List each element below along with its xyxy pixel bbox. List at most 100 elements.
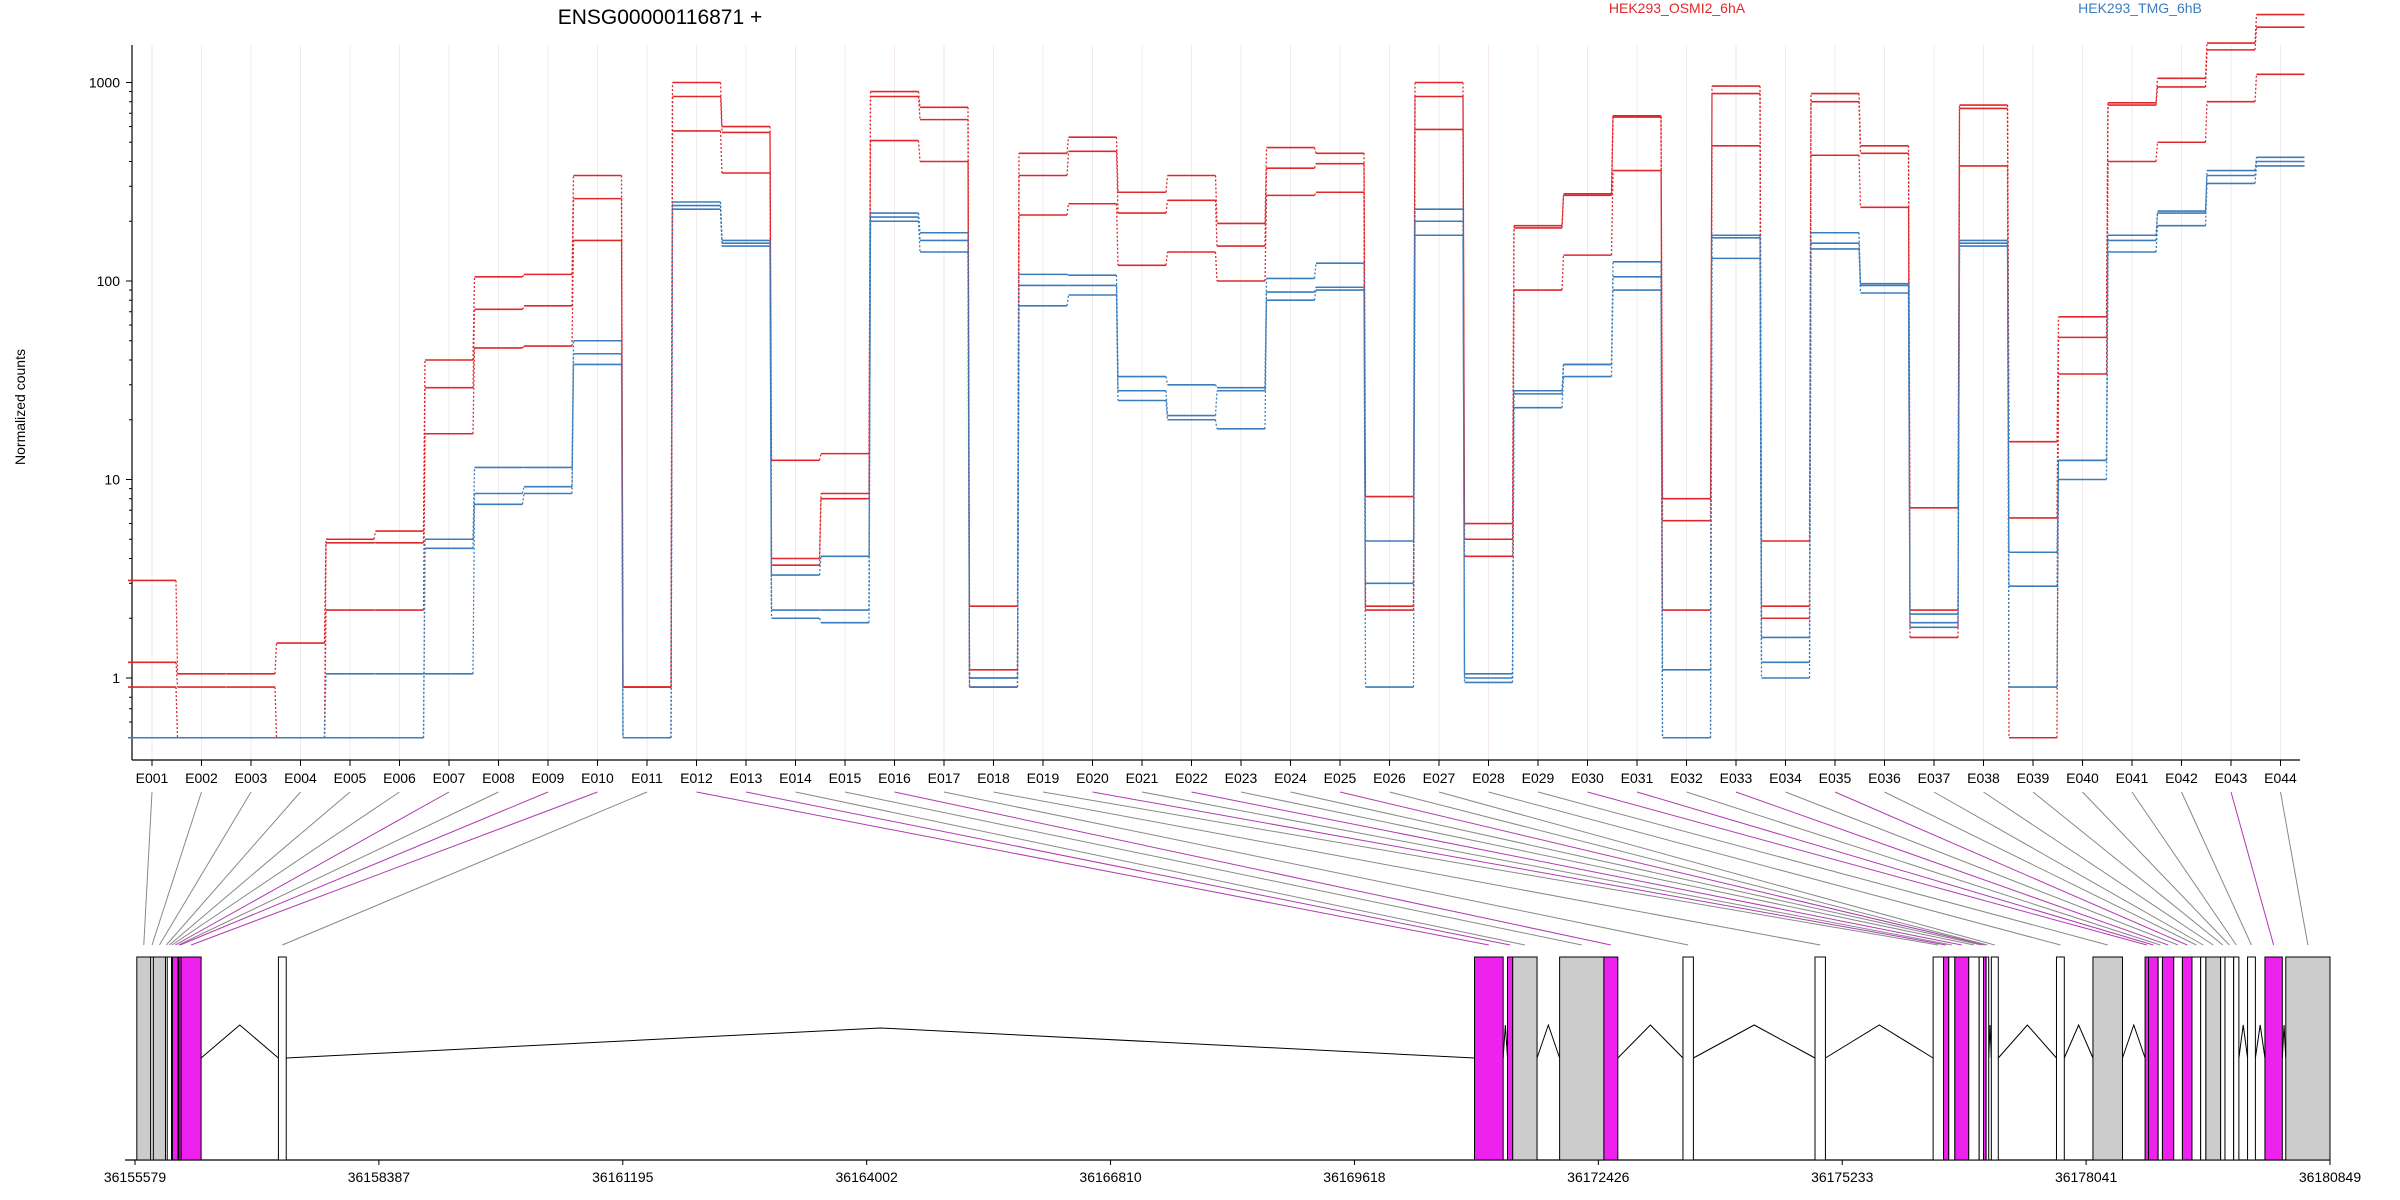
legend-label-tmg: HEK293_TMG_6hB — [2078, 0, 2202, 16]
data-connector — [2254, 165, 2258, 184]
data-connector — [719, 130, 723, 174]
exon-connector — [179, 791, 549, 946]
data-connector — [2105, 251, 2109, 480]
exon-connector — [1735, 791, 2169, 946]
data-connector — [1264, 168, 1268, 247]
data-connector — [1561, 364, 1565, 394]
exon-box-E023 — [1968, 956, 1980, 1161]
data-connector — [1214, 251, 1218, 282]
data-connector — [818, 493, 822, 559]
x-tick-label: E001 — [136, 770, 169, 786]
data-connector — [1214, 384, 1218, 389]
data-connector — [917, 216, 921, 241]
exon-connector — [1042, 791, 1939, 946]
x-tick-label: E009 — [532, 770, 565, 786]
data-connector — [1313, 263, 1317, 279]
data-connector — [1313, 287, 1317, 293]
data-connector — [472, 347, 476, 434]
data-connector — [1660, 290, 1664, 738]
data-connector — [2155, 212, 2159, 241]
x-tick-label: E030 — [1571, 770, 1604, 786]
data-connector — [769, 243, 773, 611]
y-tick-label: 10 — [104, 472, 120, 488]
exon-connector — [1191, 791, 1962, 946]
exon-connector — [1834, 791, 2188, 946]
data-connector — [422, 548, 426, 738]
intron-line — [1693, 1024, 1816, 1059]
exon-box-E005 — [166, 956, 173, 1161]
data-connector — [1165, 251, 1169, 266]
data-connector — [521, 345, 525, 349]
data-connector — [2056, 460, 2060, 553]
exon-connector — [1141, 791, 1952, 946]
exon-box-E007 — [171, 956, 179, 1161]
x-tick-label: E004 — [284, 770, 317, 786]
data-connector — [323, 539, 327, 644]
intron-line — [2281, 1024, 2287, 1059]
data-connector — [1313, 191, 1317, 196]
x-tick-label: E011 — [631, 770, 663, 786]
exon-connector — [696, 791, 1489, 946]
intron-line — [1825, 1024, 1934, 1059]
x-tick-label: E020 — [1076, 770, 1109, 786]
data-connector — [1709, 93, 1713, 521]
exon-box-E018 — [1814, 956, 1826, 1161]
exon-connector — [1537, 791, 2108, 946]
exon-box-E020 — [1943, 956, 1950, 1161]
intron-line — [2063, 1023, 2094, 1059]
data-connector — [571, 364, 575, 494]
exon-connector — [1389, 791, 1988, 946]
data-connector — [1858, 101, 1862, 154]
exon-box-E001 — [136, 956, 152, 1161]
data-connector — [670, 209, 674, 738]
exon-box-E029 — [2092, 956, 2123, 1161]
data-connector — [1511, 407, 1515, 683]
data-connector — [1214, 175, 1218, 224]
x-tick-label: E033 — [1720, 770, 1753, 786]
exon-connector — [178, 791, 499, 946]
data-connector — [1313, 163, 1317, 169]
x-tick-label: E017 — [928, 770, 961, 786]
data-connector — [274, 643, 278, 674]
data-connector — [1066, 273, 1069, 276]
data-connector — [1561, 255, 1565, 291]
data-connector — [1165, 175, 1169, 193]
exon-box-E031 — [2148, 956, 2159, 1161]
exon-box-E034 — [2173, 956, 2183, 1161]
exon-connector — [2230, 791, 2275, 946]
x-tick-label: E040 — [2066, 770, 2099, 786]
x-tick-label: E041 — [2116, 770, 2149, 786]
exon-connector — [151, 791, 202, 946]
x-tick-label: E039 — [2017, 770, 2050, 786]
y-axis-label: Normalized counts — [12, 349, 28, 465]
x-tick-label: E002 — [185, 770, 218, 786]
data-connector — [175, 580, 179, 674]
x-tick-label: E006 — [383, 770, 416, 786]
exon-connector — [1884, 791, 2197, 946]
series-HEK293_OSMI2_6hA — [128, 13, 2305, 688]
genomic-coordinate-label: 36158387 — [348, 1169, 411, 1185]
exon-connector — [175, 791, 450, 946]
data-connector — [1115, 285, 1119, 391]
x-tick-label: E042 — [2165, 770, 2198, 786]
data-connector — [2254, 157, 2258, 171]
exon-connector — [1933, 791, 2204, 946]
exon-connector — [1686, 791, 2161, 946]
data-connector — [274, 687, 278, 738]
x-tick-label: E003 — [235, 770, 268, 786]
data-connector — [1264, 300, 1268, 429]
data-connector — [2105, 161, 2109, 375]
x-tick-label: E026 — [1373, 770, 1406, 786]
data-connector — [719, 82, 723, 127]
data-connector — [521, 486, 525, 494]
data-connector — [1561, 193, 1565, 226]
data-connector — [521, 305, 525, 310]
exon-box-E014 — [1512, 956, 1538, 1161]
exon-connector — [2032, 791, 2224, 946]
intron-line — [1997, 1024, 2057, 1059]
gene-model: 36155579 36158387 36161195 36164002 36166810… — [104, 956, 2361, 1185]
exon-box-E042 — [2247, 956, 2256, 1161]
exon-box-E027 — [1990, 956, 1999, 1161]
exon-box-E039 — [2220, 956, 2226, 1161]
data-connector — [422, 433, 426, 611]
